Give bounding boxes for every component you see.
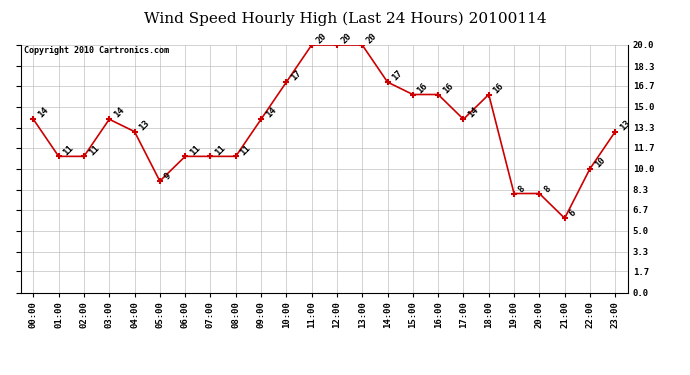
Text: 8: 8	[517, 184, 527, 194]
Text: 9: 9	[163, 172, 172, 182]
Text: 11: 11	[188, 143, 202, 157]
Text: Copyright 2010 Cartronics.com: Copyright 2010 Cartronics.com	[23, 46, 169, 55]
Text: 6: 6	[567, 209, 578, 219]
Text: 16: 16	[491, 81, 506, 95]
Text: 17: 17	[289, 69, 303, 83]
Text: 20: 20	[339, 32, 354, 46]
Text: 16: 16	[441, 81, 455, 95]
Text: 11: 11	[87, 143, 101, 157]
Text: 16: 16	[415, 81, 430, 95]
Text: 17: 17	[391, 69, 404, 83]
Text: 14: 14	[112, 106, 126, 120]
Text: 10: 10	[593, 155, 607, 170]
Text: 13: 13	[618, 118, 632, 132]
Text: 8: 8	[542, 184, 552, 194]
Text: 14: 14	[466, 106, 480, 120]
Text: 13: 13	[137, 118, 151, 132]
Text: 14: 14	[36, 106, 50, 120]
Text: 20: 20	[315, 32, 328, 46]
Text: 14: 14	[264, 106, 278, 120]
Text: 11: 11	[61, 143, 75, 157]
Text: 11: 11	[239, 143, 253, 157]
Text: 11: 11	[213, 143, 227, 157]
Text: 20: 20	[365, 32, 379, 46]
Text: Wind Speed Hourly High (Last 24 Hours) 20100114: Wind Speed Hourly High (Last 24 Hours) 2…	[144, 11, 546, 26]
